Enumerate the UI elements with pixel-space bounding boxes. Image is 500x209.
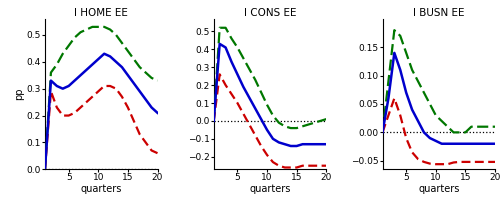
Title: I CONS EE: I CONS EE xyxy=(244,8,296,18)
X-axis label: quarters: quarters xyxy=(418,184,460,194)
Y-axis label: pp: pp xyxy=(14,88,24,100)
X-axis label: quarters: quarters xyxy=(250,184,290,194)
Title: I BUSN EE: I BUSN EE xyxy=(413,8,465,18)
Title: I HOME EE: I HOME EE xyxy=(74,8,128,18)
X-axis label: quarters: quarters xyxy=(80,184,122,194)
